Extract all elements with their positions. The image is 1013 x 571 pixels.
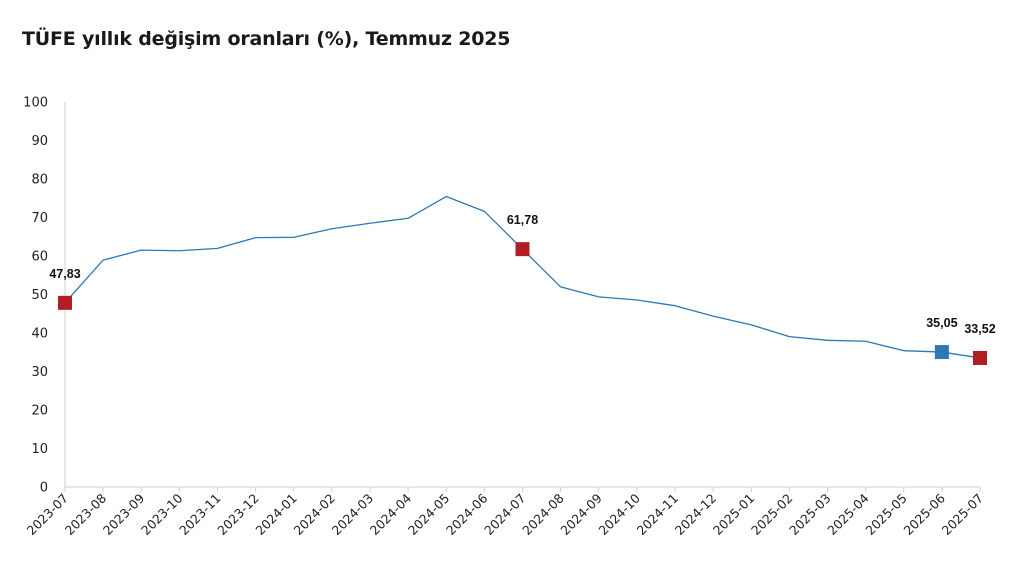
highlight-marker bbox=[58, 295, 72, 310]
y-tick-label: 60 bbox=[31, 250, 48, 265]
y-tick-label: 100 bbox=[23, 96, 48, 111]
data-label: 61,78 bbox=[507, 213, 538, 227]
y-tick-label: 40 bbox=[31, 327, 48, 342]
y-tick-label: 0 bbox=[40, 481, 48, 496]
chart-title: TÜFE yıllık değişim oranları (%), Temmuz… bbox=[22, 28, 511, 50]
y-tick-label: 70 bbox=[31, 211, 48, 226]
highlight-marker bbox=[973, 350, 987, 365]
axis-layer: 01020304050607080901002023-072023-082023… bbox=[23, 96, 986, 539]
y-tick-label: 80 bbox=[31, 173, 48, 188]
highlight-marker bbox=[934, 345, 949, 360]
marker-layer bbox=[58, 242, 987, 365]
highlight-marker bbox=[515, 242, 530, 257]
data-label: 33,52 bbox=[964, 322, 995, 336]
y-tick-label: 20 bbox=[31, 404, 48, 419]
y-tick-label: 90 bbox=[31, 134, 48, 149]
data-label: 35,05 bbox=[926, 316, 957, 330]
y-tick-label: 10 bbox=[31, 442, 48, 457]
y-tick-label: 50 bbox=[31, 288, 48, 303]
data-label: 47,83 bbox=[49, 267, 80, 281]
x-tick-label: 2025-07 bbox=[939, 491, 987, 539]
label-layer: 47,83 61,78 35,05 33,52 bbox=[49, 213, 995, 336]
y-tick-label: 30 bbox=[31, 365, 48, 380]
